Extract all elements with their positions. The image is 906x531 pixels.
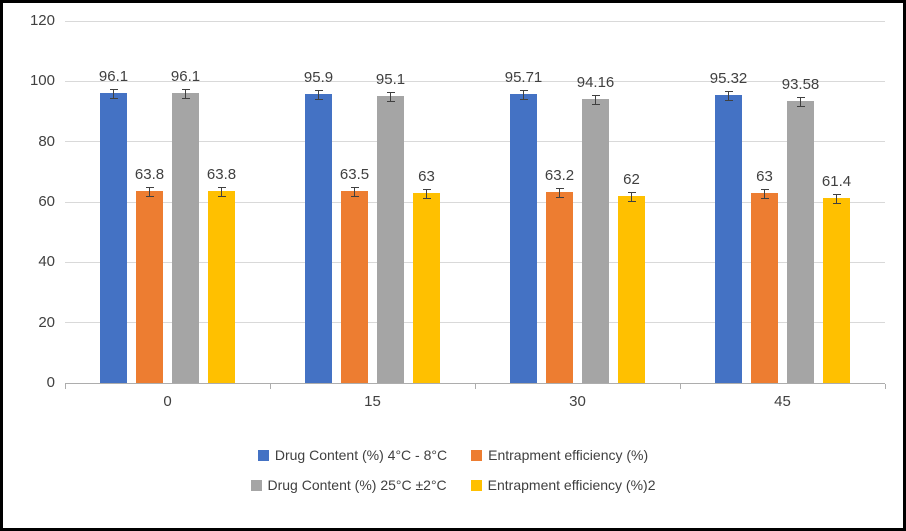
y-tick-label: 100 <box>29 72 55 90</box>
bar-group: 95.9 63.5 95.1 63 <box>270 21 475 383</box>
bar: 63.8 <box>207 166 236 383</box>
bar: 63 <box>413 168 440 383</box>
y-tick-label: 80 <box>38 132 55 150</box>
plot-area: 96.1 63.8 96.1 63.8 95.9 63.5 95.1 63 95.71 63.2 9… <box>65 20 885 384</box>
bar: 63.2 <box>545 167 574 383</box>
gridline <box>65 322 885 324</box>
bar-data-label: 63.8 <box>134 165 165 183</box>
bar: 62 <box>618 171 645 383</box>
gridline <box>65 201 885 203</box>
bar: 63.8 <box>135 166 164 383</box>
error-bar <box>350 187 359 198</box>
x-tick-mark <box>885 384 886 389</box>
error-bar <box>832 193 841 204</box>
y-tick-label: 120 <box>29 12 55 29</box>
bar-data-label: 63 <box>756 167 773 185</box>
bars-row: 96.1 63.8 96.1 63.8 95.9 63.5 95.1 63 95.71 63.2 9… <box>65 21 885 383</box>
x-category-label: 0 <box>163 393 172 410</box>
error-bar <box>591 94 600 105</box>
error-bar <box>181 89 190 100</box>
bar-data-label: 94.16 <box>576 73 615 91</box>
y-tick-label: 20 <box>38 313 55 331</box>
legend-swatch-icon <box>250 479 262 491</box>
bar: 95.1 <box>376 71 405 383</box>
error-bar <box>627 191 636 202</box>
legend-row: Drug Content (%) 25°C ±2°C Entrapment eff… <box>250 477 656 493</box>
bar: 93.58 <box>782 76 819 383</box>
bar: 95.9 <box>304 69 333 383</box>
bar-group: 95.71 63.2 94.16 62 <box>475 21 680 383</box>
bar-data-label: 63.5 <box>339 166 370 184</box>
x-axis: 0 15 30 45 <box>65 393 885 410</box>
x-category-label: 30 <box>569 393 586 410</box>
error-bar <box>724 91 733 102</box>
legend-label: Entrapment efficiency (%)2 <box>487 477 656 493</box>
error-bar <box>109 89 118 100</box>
error-bar <box>386 92 395 103</box>
legend-label: Drug Content (%) 25°C ±2°C <box>267 477 447 493</box>
bar: 95.71 <box>505 69 542 383</box>
legend-label: Drug Content (%) 4°C - 8°C <box>274 447 448 463</box>
bar: 63 <box>751 168 778 383</box>
legend: Drug Content (%) 4°C - 8°C Entrapment eff… <box>3 447 903 493</box>
bar-data-label: 61.4 <box>821 172 852 190</box>
legend-label: Entrapment efficiency (%) <box>488 447 649 463</box>
error-bar <box>217 186 226 197</box>
bar: 61.4 <box>822 173 851 383</box>
bar-data-label: 95.71 <box>504 69 543 87</box>
error-bar <box>519 90 528 101</box>
error-bar <box>760 188 769 199</box>
x-category-label: 45 <box>774 393 791 410</box>
gridline <box>65 141 885 143</box>
legend-swatch-icon <box>257 449 269 461</box>
gridline <box>65 80 885 82</box>
bar-data-label: 95.9 <box>303 68 334 86</box>
bar-data-label: 95.32 <box>709 70 748 88</box>
bar-data-label: 63.2 <box>544 167 575 185</box>
bar-data-label: 96.1 <box>170 68 201 86</box>
bar-data-label: 95.1 <box>375 71 406 89</box>
error-bar <box>145 186 154 197</box>
bar: 94.16 <box>577 74 614 383</box>
bar-group: 96.1 63.8 96.1 63.8 <box>65 21 270 383</box>
x-tick-mark <box>680 384 681 389</box>
bar-data-label: 62 <box>623 170 640 188</box>
bar: 63.5 <box>340 166 369 383</box>
legend-item: Entrapment efficiency (%)2 <box>470 477 656 493</box>
gridline <box>65 261 885 263</box>
legend-item: Drug Content (%) 4°C - 8°C <box>257 447 448 463</box>
bar: 96.1 <box>171 68 200 383</box>
bar-data-label: 93.58 <box>781 75 820 93</box>
legend-item: Entrapment efficiency (%) <box>471 447 648 463</box>
bar-data-label: 96.1 <box>98 68 129 86</box>
bar-data-label: 63.8 <box>206 165 237 183</box>
bar-data-label: 63 <box>418 167 435 185</box>
error-bar <box>422 188 431 199</box>
error-bar <box>796 96 805 107</box>
y-tick-label: 60 <box>38 193 55 210</box>
legend-row: Drug Content (%) 4°C - 8°C Entrapment eff… <box>257 447 648 463</box>
y-tick-label: 0 <box>46 374 55 391</box>
gridline <box>65 20 885 22</box>
x-tick-mark <box>65 384 66 389</box>
y-tick-label: 40 <box>38 253 55 271</box>
legend-swatch-icon <box>470 479 482 491</box>
legend-item: Drug Content (%) 25°C ±2°C <box>250 477 447 493</box>
x-tick-mark <box>270 384 271 389</box>
bar: 96.1 <box>99 68 128 383</box>
x-tick-mark <box>475 384 476 389</box>
x-category-label: 15 <box>364 393 381 410</box>
legend-swatch-icon <box>471 449 483 461</box>
error-bar <box>555 188 564 199</box>
error-bar <box>314 89 323 100</box>
bar-group: 95.32 63 93.58 61.4 <box>680 21 885 383</box>
bar: 95.32 <box>710 70 747 383</box>
